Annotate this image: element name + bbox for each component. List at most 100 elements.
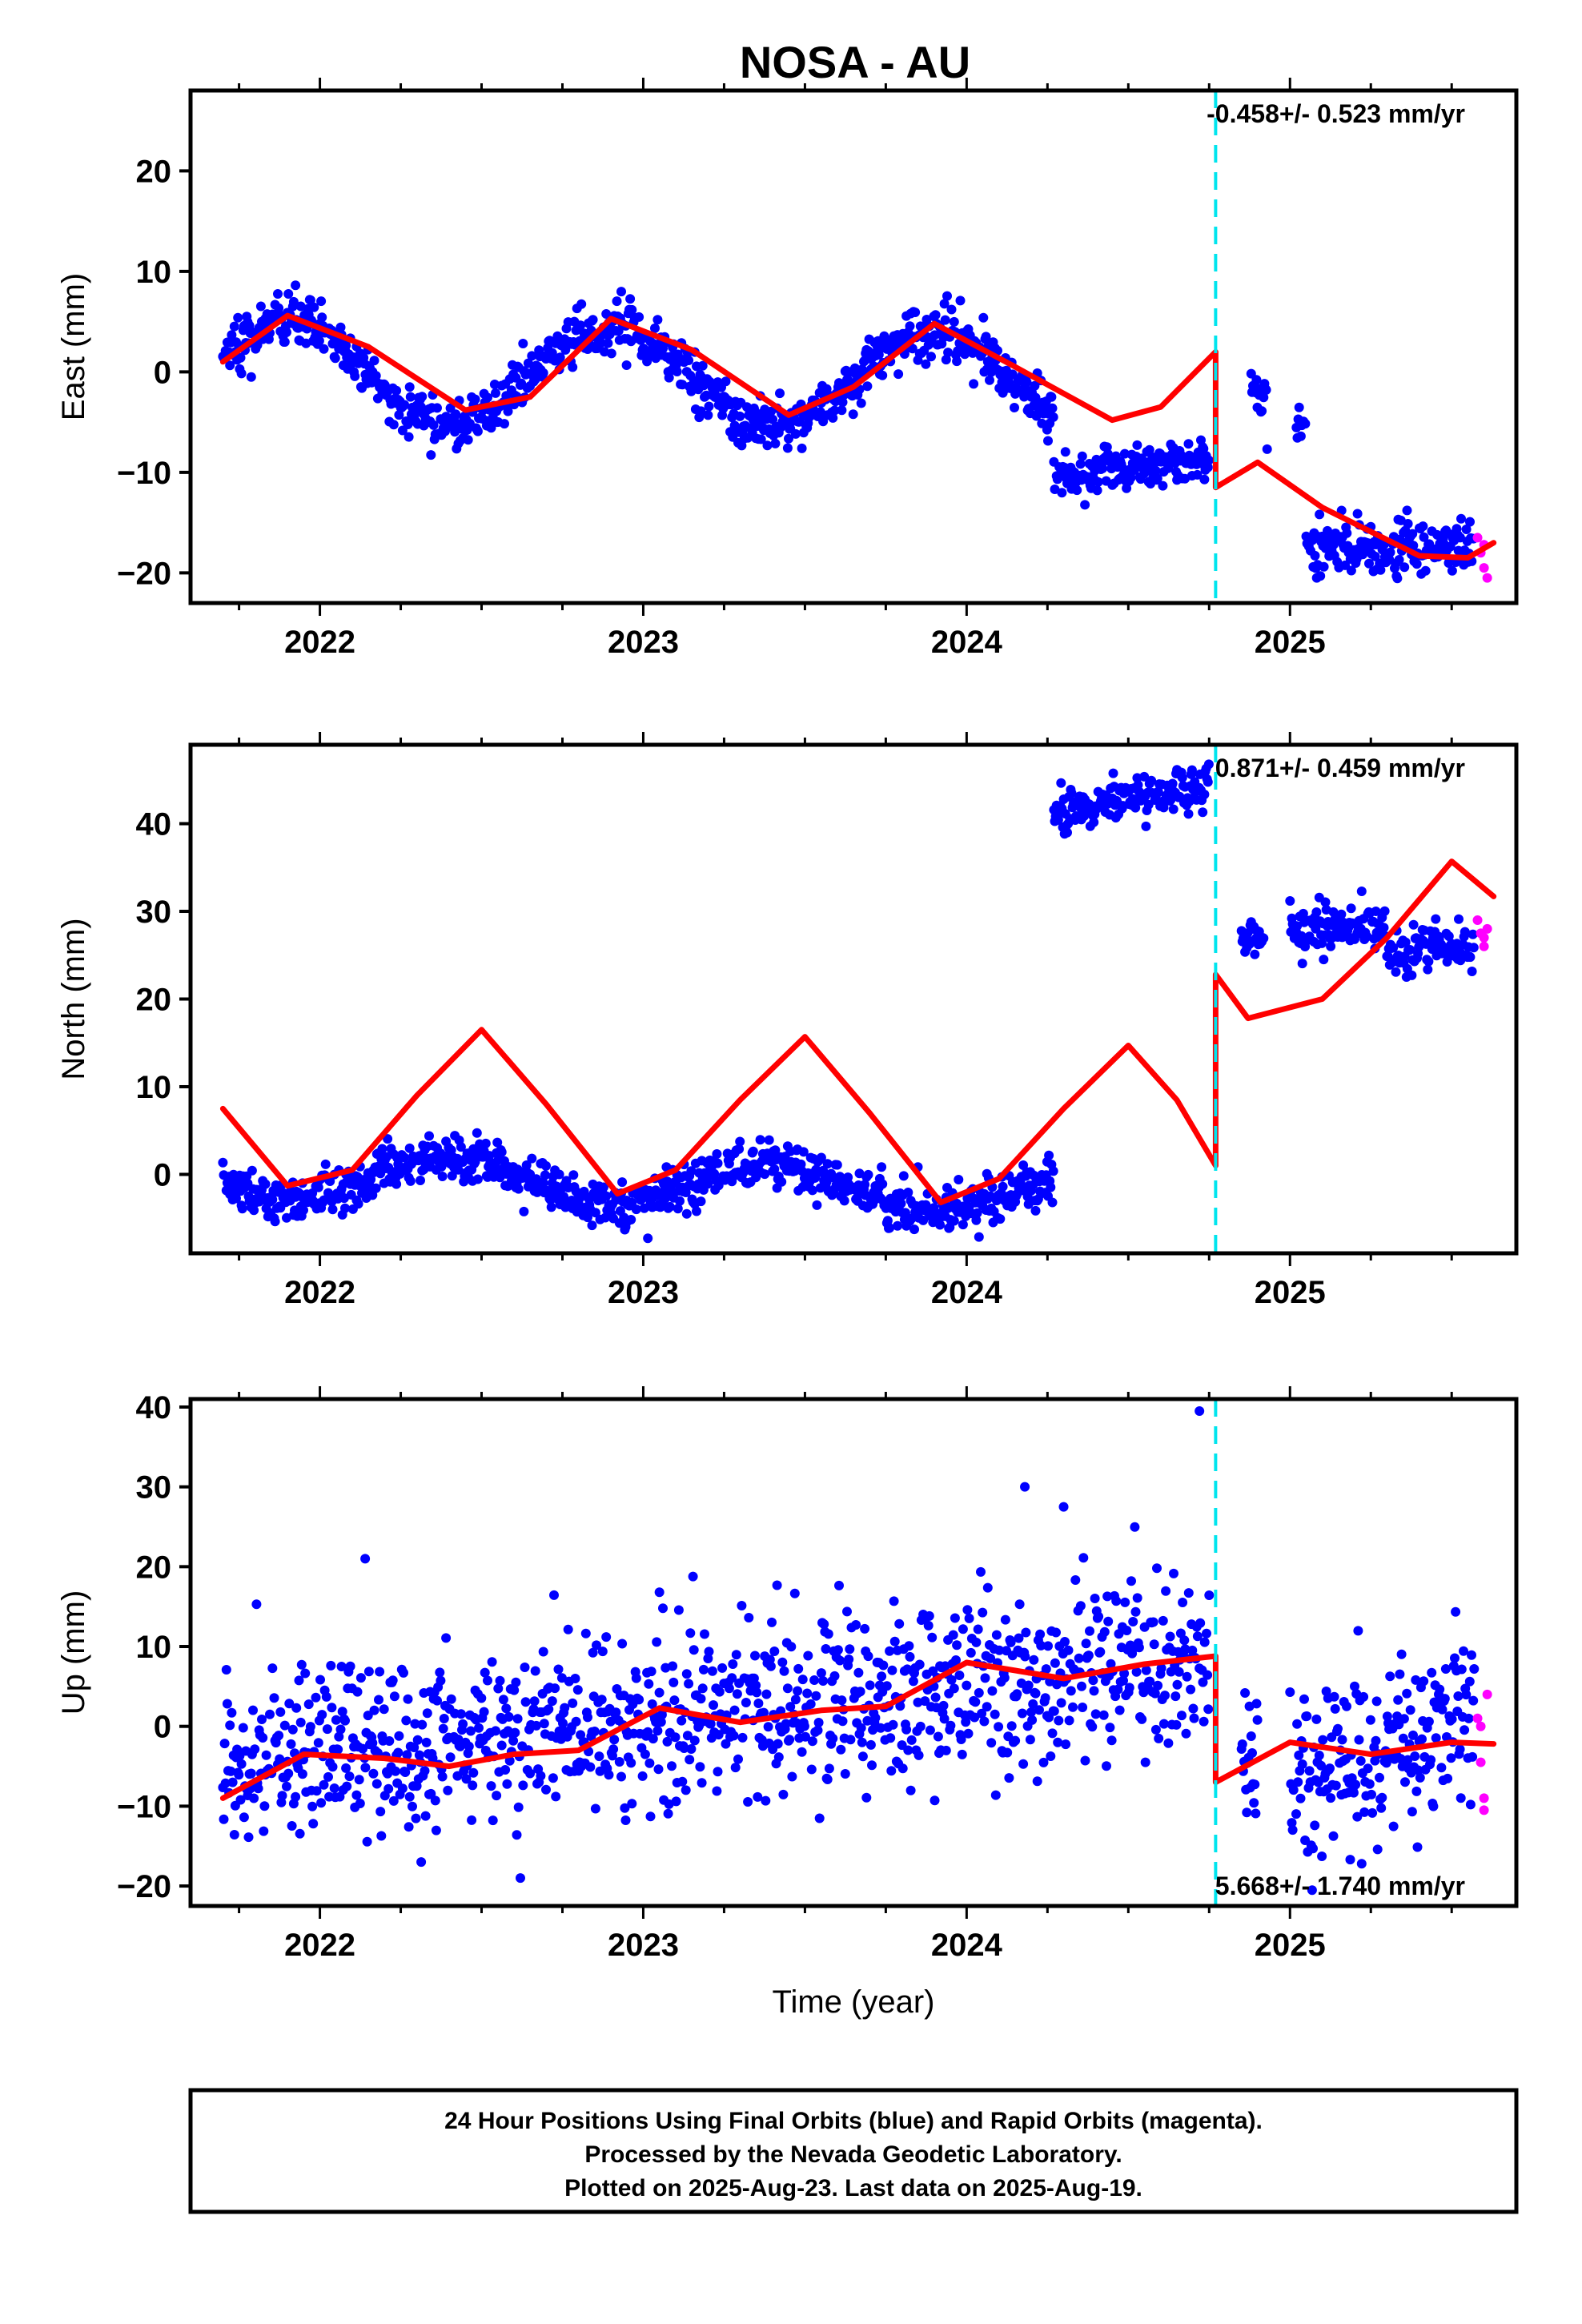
up-final-orbit-point [1393,1695,1403,1705]
up-final-orbit-point [1158,1719,1169,1729]
up-final-orbit-point [411,1813,421,1823]
east-final-orbit-point [1022,377,1032,388]
up-final-orbit-point [1251,1808,1261,1819]
up-final-orbit-point [845,1735,856,1745]
east-final-orbit-point [1257,406,1267,416]
up-final-orbit-point [1431,1733,1441,1743]
east-y-axis-label: East (mm) [56,273,91,420]
up-final-orbit-point [431,1825,441,1835]
east-final-orbit-point [225,360,235,371]
north-final-orbit-point [540,1170,550,1180]
up-final-orbit-point [662,1736,673,1747]
north-final-orbit-point [712,1149,722,1159]
up-final-orbit-point [1377,1792,1387,1803]
north-final-orbit-point [958,1220,968,1230]
up-final-orbit-point [700,1629,709,1639]
up-final-orbit-point [446,1694,456,1704]
north-final-orbit-point [554,1169,564,1180]
up-final-orbit-point [1395,1669,1405,1679]
up-final-orbit-point [238,1723,248,1733]
up-final-orbit-point [1365,1715,1375,1725]
east-final-orbit-point [1126,472,1136,483]
up-final-orbit-point [728,1659,738,1669]
up-final-orbit-point [1152,1563,1162,1574]
north-final-orbit-point [1423,956,1434,967]
east-final-orbit-point [770,438,781,448]
up-final-orbit-point [1083,1651,1094,1661]
up-final-orbit-point [750,1651,760,1661]
up-final-orbit-point [954,1671,965,1680]
up-final-orbit-point [957,1749,967,1759]
north-final-orbit-point [366,1174,376,1184]
up-final-orbit-point [572,1685,583,1695]
up-final-orbit-point [1199,1637,1210,1647]
east-final-orbit-point [735,411,745,421]
up-x-tick-label: 2022 [284,1928,355,1963]
up-final-orbit-point [806,1764,817,1775]
east-final-orbit-point [742,402,752,412]
up-final-orbit-point [822,1775,833,1784]
up-final-orbit-point [1070,1575,1081,1585]
up-final-orbit-point [1027,1715,1038,1725]
east-final-orbit-point [910,308,921,317]
up-final-orbit-point [870,1713,881,1723]
up-final-orbit-point [1202,1628,1211,1638]
up-final-orbit-point [876,1723,885,1733]
up-final-orbit-point [1437,1704,1447,1715]
up-final-orbit-point [605,1716,616,1727]
up-final-orbit-point [966,1647,976,1658]
north-final-orbit-point [1454,914,1464,924]
east-final-orbit-point [547,348,557,358]
up-final-orbit-point [341,1763,351,1773]
up-final-orbit-point [1163,1738,1174,1748]
up-rapid-orbit-point [1476,1721,1486,1731]
up-final-orbit-point [1140,1757,1150,1767]
east-final-orbit-point [1119,448,1130,459]
up-final-orbit-point [461,1774,472,1784]
east-final-orbit-point [1319,561,1329,572]
up-final-orbit-point [1345,1855,1355,1865]
east-final-orbit-point [1346,565,1356,576]
north-final-orbit-point [810,1172,821,1183]
up-final-orbit-point [495,1675,505,1686]
up-final-orbit-point [1247,1748,1257,1758]
up-final-orbit-point [305,1722,315,1732]
up-final-orbit-point [1310,1820,1320,1831]
up-final-orbit-point [1150,1724,1161,1735]
up-final-orbit-point [1160,1691,1170,1701]
up-final-orbit-point [1132,1593,1142,1603]
up-final-orbit-point [682,1731,693,1741]
up-final-orbit-point [219,1739,230,1749]
north-final-orbit-point [631,1204,641,1215]
up-final-orbit-point [501,1703,512,1714]
east-final-orbit-point [428,420,439,430]
up-final-orbit-point [1453,1691,1464,1701]
north-final-orbit-point [812,1200,822,1210]
up-final-orbit-point [781,1719,791,1729]
up-final-orbit-point [818,1676,829,1686]
north-final-orbit-point [1468,929,1478,939]
up-final-orbit-point [938,1700,949,1711]
up-final-orbit-point [797,1747,807,1757]
east-final-orbit-point [1203,455,1214,465]
up-final-orbit-point [885,1646,895,1656]
up-final-orbit-point [987,1686,998,1696]
up-final-orbit-point [512,1714,523,1724]
up-final-orbit-point [1367,1789,1376,1799]
east-final-orbit-point [1080,500,1090,510]
east-final-orbit-point [1060,447,1070,457]
up-final-orbit-point [656,1717,666,1727]
east-final-orbit-point [1385,547,1395,557]
up-final-orbit-point [805,1699,816,1709]
up-final-orbit-point [221,1665,231,1675]
north-final-orbit-point [918,1215,929,1225]
up-final-orbit-point [970,1712,980,1723]
up-final-orbit-point [570,1674,580,1683]
up-final-orbit-point [1106,1659,1116,1669]
east-final-orbit-point [405,392,416,402]
up-final-orbit-point [249,1793,259,1803]
north-final-orbit-point [472,1128,482,1138]
up-final-orbit-point [1006,1721,1017,1731]
up-final-orbit-point [1165,1631,1175,1642]
north-final-orbit-point [860,1180,870,1190]
